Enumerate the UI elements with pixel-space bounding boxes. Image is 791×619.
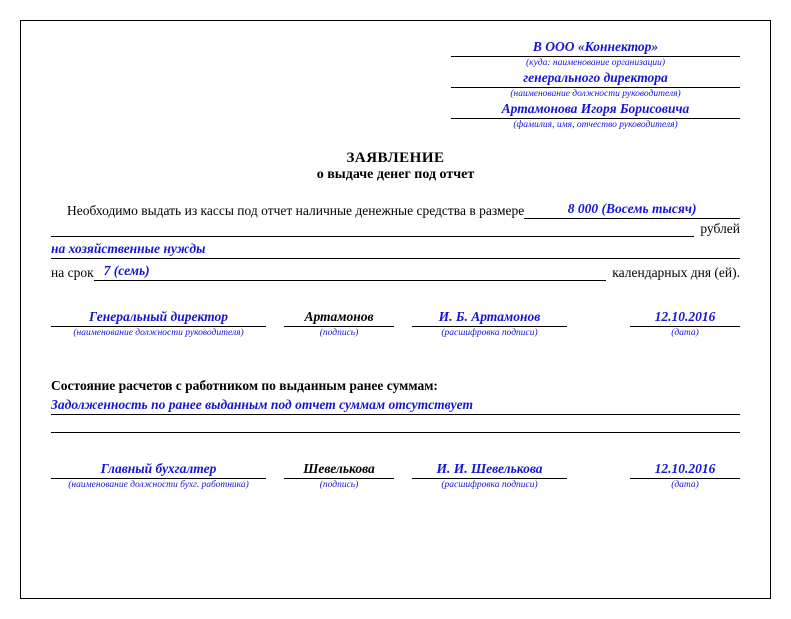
sig1-decoded-value: И. Б. Артамонов xyxy=(412,309,567,327)
intro-text: Необходимо выдать из кассы под отчет нал… xyxy=(51,203,524,219)
sig1-position-hint: (наименование должности руководителя) xyxy=(51,328,266,338)
sig2-decoded: И. И. Шевелькова (расшифровка подписи) xyxy=(412,461,567,490)
org-name-field: В ООО «Коннектор» xyxy=(451,39,740,57)
position-hint: (наименование должности руководителя) xyxy=(451,88,740,101)
sig1-position: Генеральный директор (наименование должн… xyxy=(51,309,266,338)
sig2-decoded-value: И. И. Шевелькова xyxy=(412,461,567,479)
addressee-block: В ООО «Коннектор» (куда: наименование ор… xyxy=(451,39,740,132)
fullname-field: Артамонова Игоря Борисовича xyxy=(451,101,740,119)
sig1-date-value: 12.10.2016 xyxy=(630,309,740,327)
amount-line2 xyxy=(51,221,694,237)
sig2-position: Главный бухгалтер (наименование должност… xyxy=(51,461,266,490)
sig1-decoded-hint: (расшифровка подписи) xyxy=(412,328,567,338)
document-title: ЗАЯВЛЕНИЕ о выдаче денег под отчет xyxy=(51,150,740,183)
sig1-date: 12.10.2016 (дата) xyxy=(630,309,740,338)
amount-field: 8 000 (Восемь тысяч) xyxy=(524,201,740,219)
sig2-date-value: 12.10.2016 xyxy=(630,461,740,479)
sig1-decoded: И. Б. Артамонов (расшифровка подписи) xyxy=(412,309,567,338)
body-section: Необходимо выдать из кассы под отчет нал… xyxy=(51,201,740,281)
sig1-signature: Артамонов (подпись) xyxy=(284,309,394,338)
title-main: ЗАЯВЛЕНИЕ xyxy=(51,150,740,167)
settlement-statement: Задолженность по ранее выданным под отче… xyxy=(51,397,740,415)
title-sub: о выдаче денег под отчет xyxy=(51,167,740,183)
sig1-signature-value: Артамонов xyxy=(284,309,394,327)
sig2-date: 12.10.2016 (дата) xyxy=(630,461,740,490)
settlement-blank xyxy=(51,417,740,433)
currency-label: рублей xyxy=(694,221,740,237)
signature-row-manager: Генеральный директор (наименование должн… xyxy=(51,309,740,338)
sig2-decoded-hint: (расшифровка подписи) xyxy=(412,480,567,490)
position-field: генерального директора xyxy=(451,70,740,88)
settlement-heading: Состояние расчетов с работником по выдан… xyxy=(51,378,740,394)
org-name-hint: (куда: наименование организации) xyxy=(451,57,740,70)
sig2-position-hint: (наименование должности бухг. работника) xyxy=(51,480,266,490)
sig2-position-value: Главный бухгалтер xyxy=(51,461,266,479)
document-frame: В ООО «Коннектор» (куда: наименование ор… xyxy=(20,20,771,599)
sig1-date-hint: (дата) xyxy=(630,328,740,338)
term-after-label: календарных дня (ей). xyxy=(606,265,740,281)
signature-row-accountant: Главный бухгалтер (наименование должност… xyxy=(51,461,740,490)
sig1-signature-hint: (подпись) xyxy=(284,328,394,338)
sig1-position-value: Генеральный директор xyxy=(51,309,266,327)
fullname-hint: (фамилия, имя, отчество руководителя) xyxy=(451,119,740,132)
purpose-field: на хозяйственные нужды xyxy=(51,241,740,259)
term-value-field: 7 (семь) xyxy=(94,263,607,281)
sig2-signature-value: Шевелькова xyxy=(284,461,394,479)
sig2-signature-hint: (подпись) xyxy=(284,480,394,490)
term-label: на срок xyxy=(51,265,94,281)
sig2-signature: Шевелькова (подпись) xyxy=(284,461,394,490)
sig2-date-hint: (дата) xyxy=(630,480,740,490)
